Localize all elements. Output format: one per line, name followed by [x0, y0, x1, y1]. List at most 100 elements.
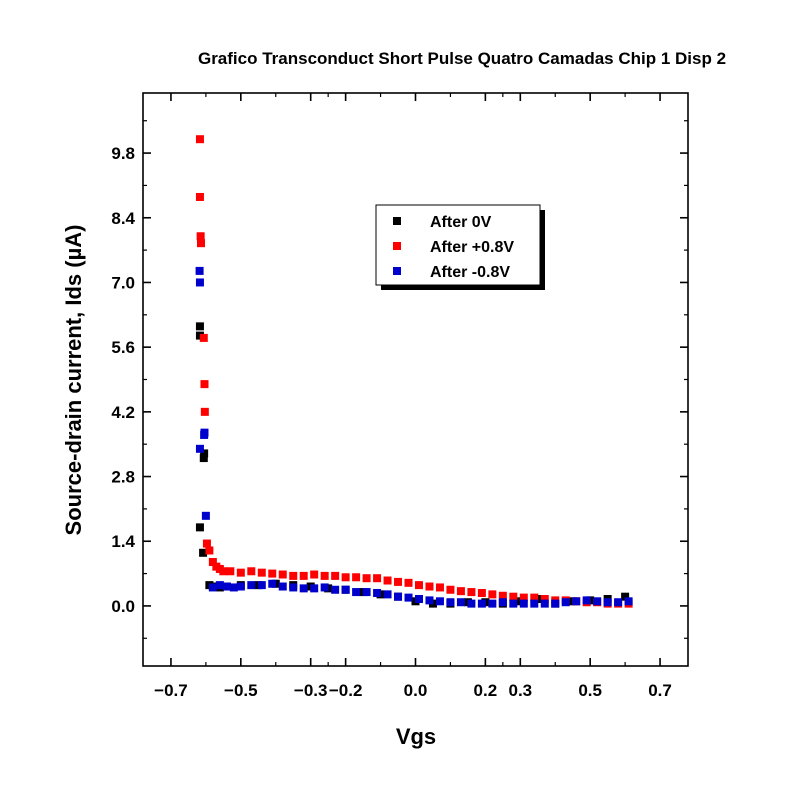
data-point [446, 598, 455, 607]
data-point [467, 588, 476, 597]
legend-marker [393, 242, 401, 250]
legend-label: After 0V [430, 214, 492, 231]
data-point [195, 135, 204, 144]
legend: After 0V After +0.8V After -0.8V [375, 204, 545, 290]
data-point [561, 598, 570, 607]
data-point [200, 428, 209, 437]
data-point [195, 278, 204, 287]
data-point [498, 591, 507, 600]
plot-frame [142, 92, 689, 667]
data-point [456, 598, 465, 607]
y-tick-label: 0.0 [111, 597, 135, 616]
data-point [362, 574, 371, 583]
data-point [205, 546, 214, 555]
y-tick-label: 7.0 [111, 273, 135, 292]
data-point [200, 407, 209, 416]
data-point [195, 322, 204, 331]
series-1 [195, 322, 630, 608]
data-point [341, 573, 350, 582]
data-point [414, 581, 423, 590]
data-point [582, 596, 591, 605]
data-point [456, 587, 465, 596]
data-point [621, 592, 630, 601]
data-point [278, 582, 287, 591]
legend-marker [393, 217, 401, 225]
data-point [310, 570, 319, 579]
y-axis-label: Source-drain current, Ids (µA) [61, 225, 86, 536]
data-point [509, 599, 518, 608]
data-point [195, 192, 204, 201]
data-point [498, 598, 507, 607]
data-point [268, 579, 277, 588]
data-point [425, 582, 434, 591]
y-axis: 0.0 1.4 2.8 4.2 5.6 7.0 8.4 9.8 [111, 120, 688, 639]
x-tick-label: 0.7 [648, 681, 672, 700]
data-point [414, 594, 423, 603]
data-point [199, 548, 208, 557]
data-point [530, 599, 539, 608]
data-point [222, 582, 231, 591]
data-point [247, 567, 256, 576]
x-tick-label: 0.0 [404, 681, 428, 700]
data-point [226, 567, 235, 576]
x-axis-label: Vgs [396, 724, 436, 749]
data-point [289, 583, 298, 592]
data-point [540, 594, 549, 603]
legend-label: After +0.8V [430, 239, 514, 256]
data-point [614, 598, 623, 607]
data-point [278, 570, 287, 579]
data-point [362, 588, 371, 597]
data-point [624, 597, 633, 606]
legend-marker [393, 267, 401, 275]
data-point [435, 583, 444, 592]
data-point [201, 511, 210, 520]
y-tick-label: 5.6 [111, 338, 135, 357]
data-point [519, 593, 528, 602]
x-tick-label: −0.5 [224, 681, 258, 700]
data-point [208, 558, 217, 567]
y-tick-label: 2.8 [111, 468, 135, 487]
x-tick-label: −0.7 [154, 681, 188, 700]
data-point [247, 581, 256, 590]
data-point [404, 578, 413, 587]
data-point [196, 232, 205, 241]
data-point [236, 568, 245, 577]
data-point [195, 266, 204, 275]
data-point [341, 585, 350, 594]
data-point [331, 571, 340, 580]
data-point [477, 599, 486, 608]
data-point [446, 585, 455, 594]
data-point [551, 599, 560, 608]
data-point [373, 588, 382, 597]
data-point [509, 592, 518, 601]
data-point [373, 574, 382, 583]
y-tick-label: 4.2 [111, 403, 135, 422]
data-point [488, 590, 497, 599]
data-point [383, 576, 392, 585]
data-point [299, 584, 308, 593]
data-point [320, 583, 329, 592]
data-point [195, 523, 204, 532]
data-point [289, 571, 298, 580]
data-point [477, 588, 486, 597]
data-point [394, 577, 403, 586]
data-point [394, 592, 403, 601]
x-tick-label: 0.5 [578, 681, 602, 700]
series-layer [195, 135, 633, 608]
x-axis: −0.7 −0.5 −0.3 −0.2 0.0 0.2 0.3 0.5 0.7 [154, 93, 672, 700]
data-point [208, 583, 217, 592]
data-point [215, 581, 224, 590]
plot-area [142, 92, 689, 667]
data-point [257, 581, 266, 590]
data-point [200, 380, 209, 389]
x-tick-label: −0.2 [329, 681, 363, 700]
data-point [196, 239, 205, 248]
data-point [519, 599, 528, 608]
data-point [435, 597, 444, 606]
legend-label: After -0.8V [430, 264, 510, 281]
y-tick-label: 9.8 [111, 144, 135, 163]
data-point [200, 449, 209, 458]
data-point [199, 333, 208, 342]
data-point [352, 588, 361, 597]
